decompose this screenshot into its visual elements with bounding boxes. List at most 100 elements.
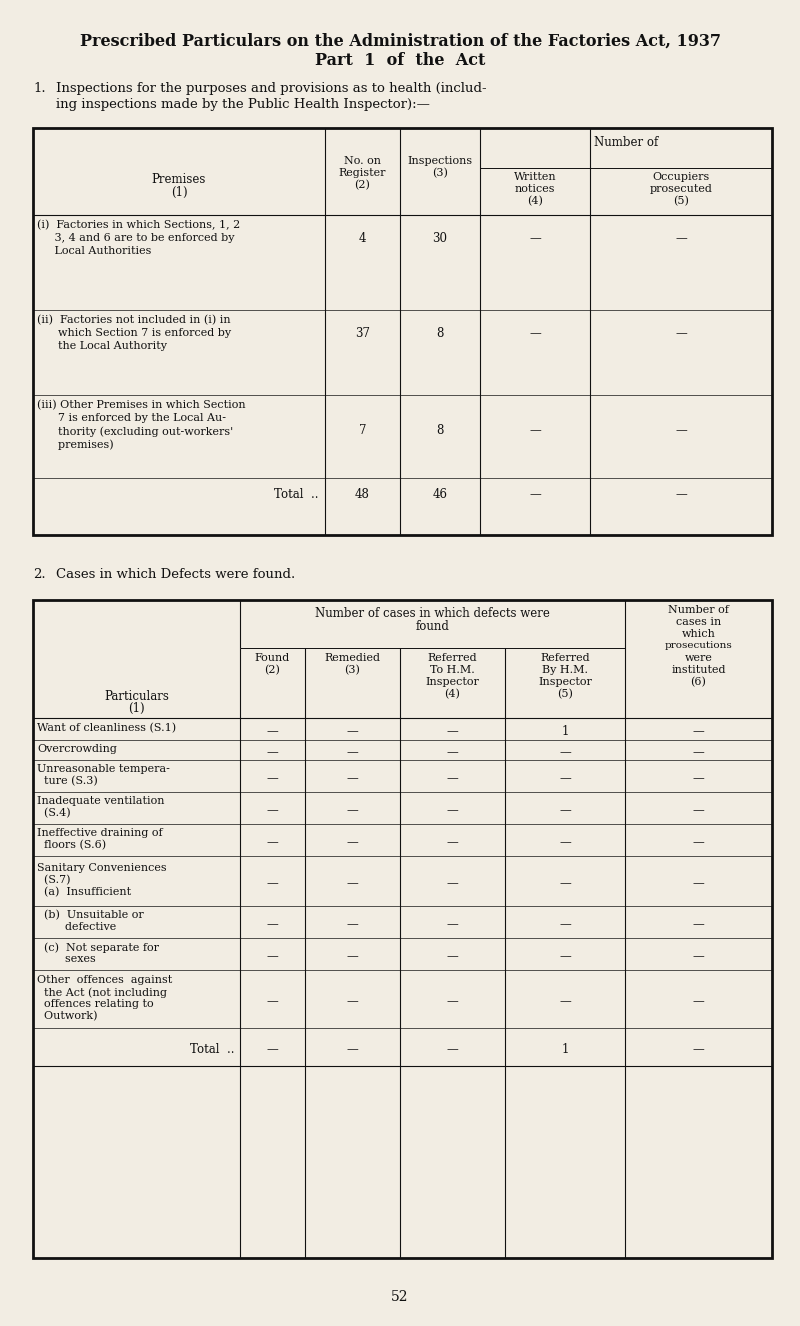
Text: 48: 48 (355, 488, 370, 501)
Text: —: — (346, 772, 358, 785)
Text: 37: 37 (355, 328, 370, 339)
Text: which: which (682, 629, 715, 639)
Text: (b)  Unsuitable or: (b) Unsuitable or (37, 910, 144, 920)
Text: —: — (446, 725, 458, 739)
Text: —: — (693, 725, 704, 739)
Text: (a)  Insufficient: (a) Insufficient (37, 887, 131, 898)
Text: —: — (446, 994, 458, 1008)
Text: Unreasonable tempera-: Unreasonable tempera- (37, 764, 170, 774)
Text: (i)  Factories in which Sections, 1, 2: (i) Factories in which Sections, 1, 2 (37, 220, 240, 231)
Text: prosecuted: prosecuted (650, 184, 713, 194)
Text: —: — (693, 918, 704, 931)
Text: Particulars: Particulars (104, 690, 169, 703)
Text: instituted: instituted (671, 666, 726, 675)
Text: Occupiers: Occupiers (652, 172, 710, 182)
Text: Want of cleanliness (S.1): Want of cleanliness (S.1) (37, 723, 176, 733)
Text: Inadequate ventilation: Inadequate ventilation (37, 796, 165, 806)
Text: (S.4): (S.4) (37, 808, 70, 818)
Text: (5): (5) (557, 690, 573, 699)
Text: Referred: Referred (428, 652, 478, 663)
Text: the Act (not including: the Act (not including (37, 987, 167, 997)
Text: —: — (693, 835, 704, 849)
Text: Inspector: Inspector (426, 678, 479, 687)
Text: —: — (266, 994, 278, 1008)
Text: —: — (559, 772, 571, 785)
Text: ture (S.3): ture (S.3) (37, 776, 98, 786)
Text: —: — (266, 876, 278, 890)
Text: —: — (346, 747, 358, 758)
Text: found: found (415, 621, 450, 633)
Text: Outwork): Outwork) (37, 1010, 98, 1021)
Text: Number of: Number of (668, 605, 729, 615)
Text: —: — (446, 876, 458, 890)
Text: Number of cases in which defects were: Number of cases in which defects were (315, 607, 550, 621)
Text: —: — (693, 804, 704, 817)
Text: —: — (559, 876, 571, 890)
Text: 3, 4 and 6 are to be enforced by: 3, 4 and 6 are to be enforced by (37, 233, 234, 243)
Text: defective: defective (37, 922, 116, 932)
Text: —: — (675, 424, 687, 438)
Text: By H.M.: By H.M. (542, 666, 588, 675)
Text: premises): premises) (37, 439, 114, 450)
Text: the Local Authority: the Local Authority (37, 341, 167, 351)
Text: 4: 4 (358, 232, 366, 245)
Text: —: — (446, 1044, 458, 1055)
Text: (2): (2) (265, 666, 281, 675)
Text: —: — (346, 1044, 358, 1055)
Text: (4): (4) (527, 196, 543, 207)
Text: Total  ..: Total .. (274, 488, 319, 501)
Text: (3): (3) (432, 168, 448, 178)
Text: Other  offences  against: Other offences against (37, 975, 172, 985)
Text: 46: 46 (433, 488, 447, 501)
Text: —: — (266, 835, 278, 849)
Text: —: — (559, 994, 571, 1008)
Text: 7 is enforced by the Local Au-: 7 is enforced by the Local Au- (37, 412, 226, 423)
Text: Total  ..: Total .. (190, 1044, 234, 1055)
Text: —: — (559, 949, 571, 963)
Text: Overcrowding: Overcrowding (37, 744, 117, 754)
Text: Inspections: Inspections (407, 156, 473, 166)
Text: (5): (5) (673, 196, 689, 207)
Text: —: — (346, 804, 358, 817)
Text: —: — (346, 949, 358, 963)
Text: (4): (4) (445, 690, 461, 699)
Text: offences relating to: offences relating to (37, 998, 154, 1009)
Text: thority (excluding out-workers': thority (excluding out-workers' (37, 426, 234, 436)
Bar (33, 129, 772, 534)
Text: —: — (446, 835, 458, 849)
Text: —: — (529, 424, 541, 438)
Text: Prescribed Particulars on the Administration of the Factories Act, 1937: Prescribed Particulars on the Administra… (79, 33, 721, 50)
Text: (2): (2) (354, 180, 370, 191)
Text: prosecutions: prosecutions (665, 640, 732, 650)
Text: (iii) Other Premises in which Section: (iii) Other Premises in which Section (37, 400, 246, 410)
Text: (1): (1) (128, 701, 145, 715)
Text: Part  1  of  the  Act: Part 1 of the Act (315, 52, 485, 69)
Text: To H.M.: To H.M. (430, 666, 475, 675)
Text: (3): (3) (345, 666, 361, 675)
Text: —: — (529, 328, 541, 339)
Text: No. on: No. on (344, 156, 381, 166)
Text: —: — (559, 918, 571, 931)
Text: —: — (693, 876, 704, 890)
Text: —: — (446, 949, 458, 963)
Text: —: — (675, 232, 687, 245)
Text: —: — (266, 725, 278, 739)
Bar (33, 599, 772, 1258)
Text: which Section 7 is enforced by: which Section 7 is enforced by (37, 328, 231, 338)
Text: Referred: Referred (540, 652, 590, 663)
Text: ing inspections made by the Public Health Inspector):—: ing inspections made by the Public Healt… (56, 98, 430, 111)
Text: —: — (266, 918, 278, 931)
Text: Remedied: Remedied (325, 652, 381, 663)
Text: —: — (693, 772, 704, 785)
Text: Inspector: Inspector (538, 678, 592, 687)
Text: Number of: Number of (594, 137, 658, 149)
Text: Cases in which Defects were found.: Cases in which Defects were found. (56, 568, 295, 581)
Text: 7: 7 (358, 424, 366, 438)
Text: —: — (446, 918, 458, 931)
Text: —: — (693, 949, 704, 963)
Text: 8: 8 (436, 424, 444, 438)
Text: —: — (693, 1044, 704, 1055)
Text: —: — (266, 949, 278, 963)
Text: —: — (559, 804, 571, 817)
Text: —: — (693, 994, 704, 1008)
